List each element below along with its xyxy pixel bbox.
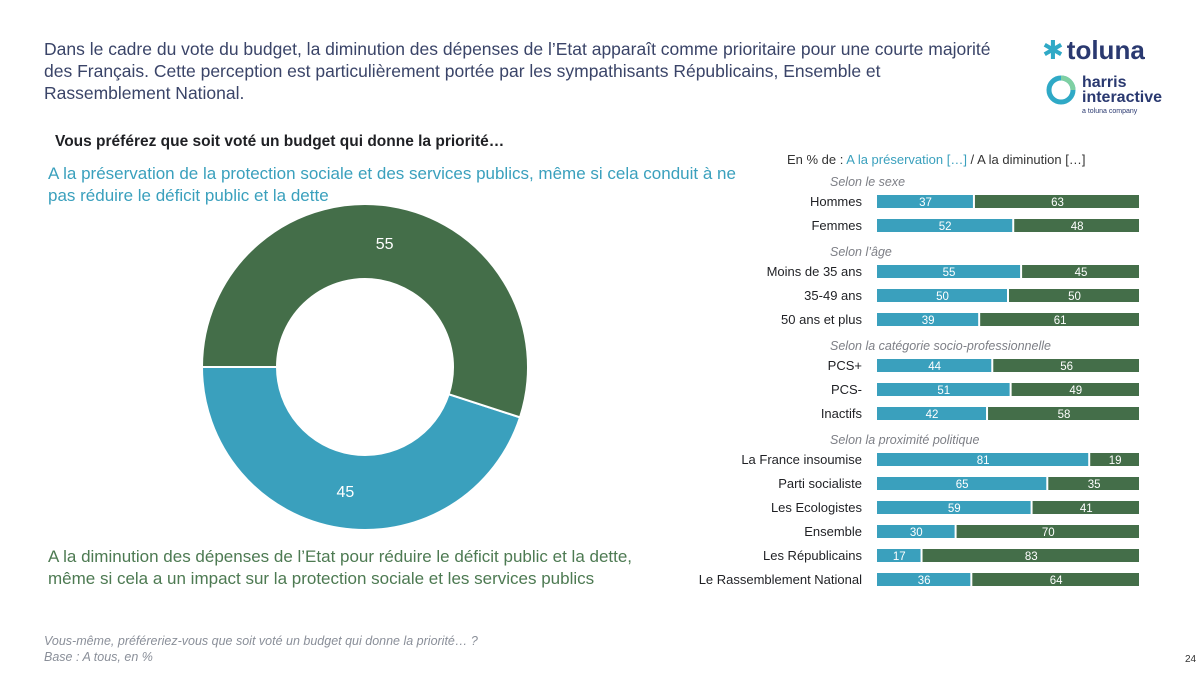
bar-segment-preservation (877, 383, 1010, 396)
bar-segment-preservation (877, 289, 1007, 302)
bar-value-diminution: 63 (1051, 197, 1064, 209)
bar-value-preservation: 59 (948, 503, 961, 515)
bar-value-preservation: 17 (893, 551, 906, 563)
bar-segment-preservation (877, 265, 1021, 278)
toluna-wordmark: toluna (1066, 35, 1145, 65)
donut-slice-diminution (200, 203, 529, 419)
bar-segment-diminution (1022, 265, 1139, 278)
bar-value-preservation: 52 (939, 221, 952, 233)
donut-chart: 45 55 (200, 203, 529, 531)
toluna-star-icon: ✱ (1042, 35, 1064, 65)
bar-segment-preservation (877, 313, 979, 326)
page-number: 24 (1185, 654, 1197, 665)
bar-value-diminution: 50 (1068, 291, 1081, 303)
bar-segment-diminution (1009, 289, 1139, 302)
bar-segment-preservation (877, 219, 1013, 232)
row-label: Les Ecologistes (771, 500, 863, 515)
legend-a-label: A la préservation […] (846, 152, 967, 167)
bar-segment-preservation (877, 549, 921, 562)
bar-segment-diminution (974, 195, 1139, 208)
option-b-text: A la diminution des dépenses de l’Etat p… (48, 547, 633, 588)
group-label: Selon la catégorie socio-professionnelle (830, 339, 1051, 353)
row-label: Ensemble (804, 524, 862, 539)
bar-segment-preservation (877, 501, 1031, 514)
group-label: Selon l’âge (830, 245, 892, 259)
bar-segment-diminution (980, 313, 1139, 326)
bar-segment-diminution (988, 407, 1139, 420)
bar-segment-diminution (956, 525, 1139, 538)
logo-tagline: a toluna company (1082, 108, 1138, 115)
bar-segment-preservation (877, 453, 1089, 466)
bar-segment-diminution (972, 573, 1139, 586)
bar-segment-preservation (877, 573, 971, 586)
bar-value-preservation: 51 (937, 385, 950, 397)
bar-segment-preservation (877, 477, 1047, 490)
harris-ring-icon (1046, 75, 1076, 105)
donut-value-label: 55 (376, 236, 394, 253)
legend-prefix: En % de : (787, 152, 847, 167)
row-label: Femmes (811, 218, 862, 233)
bar-value-preservation: 39 (922, 315, 935, 327)
donut-value-label: 45 (336, 484, 354, 501)
bar-segment-diminution (1011, 383, 1139, 396)
row-label: 35-49 ans (804, 288, 862, 303)
bar-value-preservation: 44 (928, 361, 941, 373)
row-label: Hommes (810, 194, 863, 209)
bar-segment-preservation (877, 407, 987, 420)
question-title: Vous préférez que soit voté un budget qu… (55, 133, 505, 150)
bar-value-diminution: 70 (1042, 527, 1055, 539)
row-label: Le Rassemblement National (699, 572, 862, 587)
bar-segment-diminution (1014, 219, 1139, 232)
bar-segment-preservation (877, 195, 973, 208)
bar-value-preservation: 42 (926, 409, 939, 421)
row-label: PCS+ (828, 358, 862, 373)
bar-chart-legend: En % de : A la préservation […] / A la d… (787, 152, 1085, 167)
bar-value-diminution: 45 (1075, 267, 1088, 279)
row-label: Parti socialiste (778, 476, 862, 491)
legend-b-label: A la diminution […] (977, 152, 1086, 167)
bar-value-diminution: 64 (1050, 575, 1063, 587)
bar-value-preservation: 55 (943, 267, 956, 279)
bar-segment-diminution (1090, 453, 1139, 466)
bar-segment-diminution (1048, 477, 1139, 490)
donut-slice-preservation (200, 366, 522, 531)
bar-segment-diminution (993, 359, 1139, 372)
bar-value-diminution: 19 (1109, 455, 1122, 467)
row-label: Inactifs (821, 406, 863, 421)
bar-value-preservation: 30 (910, 527, 923, 539)
group-label: Selon la proximité politique (830, 433, 979, 447)
legend-separator: / (966, 152, 978, 167)
option-a-text: A la préservation de la protection socia… (48, 164, 736, 205)
bar-value-diminution: 48 (1071, 221, 1084, 233)
row-label: PCS- (831, 382, 862, 397)
footnote: Vous-même, préféreriez-vous que soit vot… (44, 633, 478, 665)
bar-value-diminution: 41 (1080, 503, 1093, 515)
group-label: Selon le sexe (830, 175, 905, 189)
bar-value-diminution: 56 (1060, 361, 1073, 373)
footnote-base: Base : A tous, en % (44, 650, 153, 664)
row-label: La France insoumise (741, 452, 862, 467)
bar-value-diminution: 58 (1058, 409, 1071, 421)
bar-value-diminution: 49 (1069, 385, 1082, 397)
bar-value-preservation: 37 (919, 197, 932, 209)
bar-segment-diminution (922, 549, 1139, 562)
row-label: Moins de 35 ans (767, 264, 863, 279)
harris-wordmark: harris interactive (1082, 74, 1163, 106)
bar-segment-preservation (877, 525, 955, 538)
bar-value-diminution: 35 (1088, 479, 1101, 491)
bar-value-preservation: 50 (936, 291, 949, 303)
footnote-question: Vous-même, préféreriez-vous que soit vot… (44, 634, 478, 648)
bar-value-preservation: 36 (918, 575, 931, 587)
stacked-bar-chart: Selon le sexe Hommes 37 63 Femmes 52 48 Selon l… (699, 175, 1139, 587)
brand-logo: ✱ toluna harris interactive a toluna comp… (1042, 35, 1172, 125)
row-label: Les Républicains (763, 548, 863, 563)
bar-value-preservation: 65 (956, 479, 969, 491)
bar-value-diminution: 61 (1054, 315, 1067, 327)
bar-value-diminution: 83 (1025, 551, 1038, 563)
bar-segment-diminution (1032, 501, 1139, 514)
bar-segment-preservation (877, 359, 992, 372)
row-label: 50 ans et plus (781, 312, 862, 327)
slide-headline: Dans le cadre du vote du budget, la dimi… (44, 39, 991, 103)
bar-value-preservation: 81 (977, 455, 990, 467)
